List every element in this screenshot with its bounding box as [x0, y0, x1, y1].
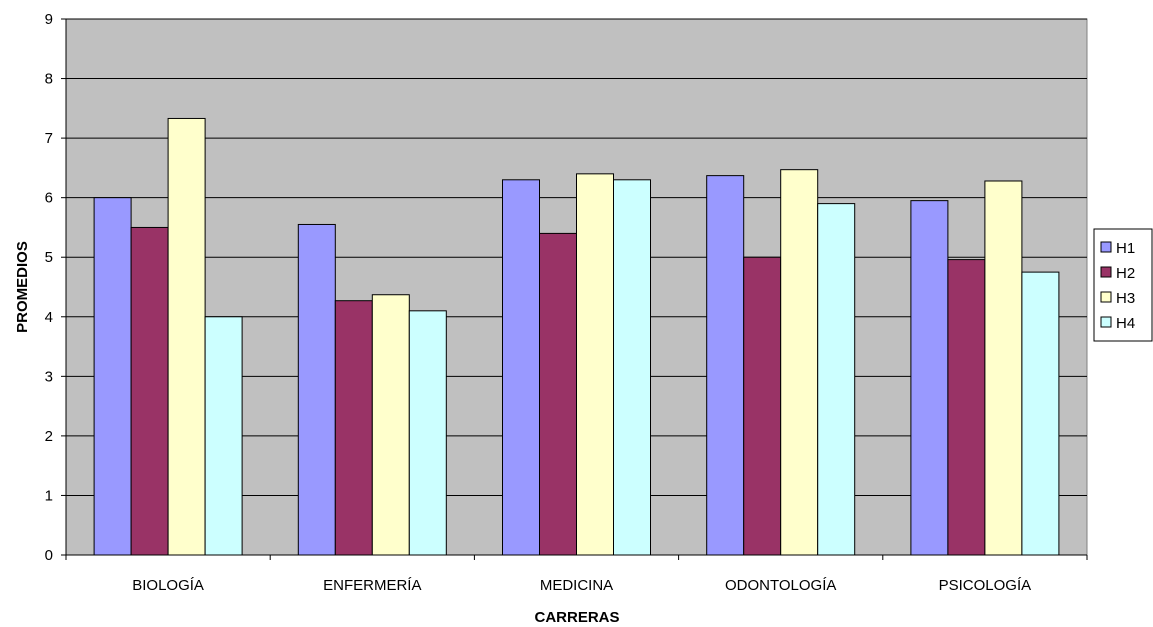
y-tick-label: 2 [45, 428, 53, 445]
bar-h3 [780, 169, 819, 556]
x-tick-label: ENFERMERÍA [323, 577, 421, 594]
legend-swatch [1100, 291, 1112, 303]
x-axis-title: CARRERAS [534, 609, 619, 626]
legend-swatch [1100, 241, 1112, 253]
legend-label: H2 [1116, 265, 1135, 282]
bar-h1 [297, 223, 336, 556]
legend-swatch [1100, 266, 1112, 278]
bar-h4 [613, 179, 651, 556]
bar-h2 [334, 300, 373, 556]
bar-h4 [817, 203, 856, 556]
y-tick-label: 1 [45, 487, 53, 504]
x-tick-label: ODONTOLOGÍA [725, 577, 836, 594]
bar-h1 [93, 197, 132, 556]
x-tick-label: PSICOLOGÍA [939, 577, 1032, 594]
bar-h1 [910, 200, 949, 556]
y-tick-labels: 0 1 2 3 4 5 6 7 8 9 [45, 11, 53, 564]
bar-h4 [204, 316, 243, 556]
legend-label: H4 [1116, 315, 1135, 332]
legend-swatch [1100, 316, 1112, 328]
bar-h2 [130, 226, 169, 556]
bar-h4 [1021, 271, 1060, 556]
x-tick-labels: BIOLOGÍA ENFERMERÍA MEDICINA ODONTOLOGÍA PSI… [132, 577, 1031, 594]
bar-h3 [984, 180, 1023, 556]
bar-h1 [706, 175, 745, 556]
x-tick-label: BIOLOGÍA [132, 577, 204, 594]
bar-h3 [371, 294, 410, 556]
y-tick-label: 7 [45, 130, 53, 147]
y-tick-label: 6 [45, 190, 53, 207]
bar-h2 [947, 259, 986, 556]
legend-label: H1 [1116, 240, 1135, 257]
y-tick-label: 4 [45, 309, 53, 326]
legend-label: H3 [1116, 290, 1135, 307]
x-tick-label: MEDICINA [540, 577, 613, 594]
legend: H1 H2 H3 H4 [1093, 228, 1153, 342]
y-axis-title: PROMEDIOS [14, 241, 31, 333]
bar-h3 [167, 117, 206, 556]
bars [93, 117, 1060, 556]
y-tick-label: 3 [45, 368, 53, 385]
y-tick-label: 5 [45, 249, 53, 266]
y-tick-label: 0 [45, 547, 53, 564]
y-tick-label: 9 [45, 11, 53, 28]
bar-h2 [743, 256, 782, 556]
bar-h4 [408, 310, 447, 556]
bar-h3 [576, 173, 614, 556]
bar-h2 [539, 232, 577, 556]
bar-h1 [502, 179, 540, 556]
axes [61, 18, 1088, 560]
y-tick-label: 8 [45, 71, 53, 88]
